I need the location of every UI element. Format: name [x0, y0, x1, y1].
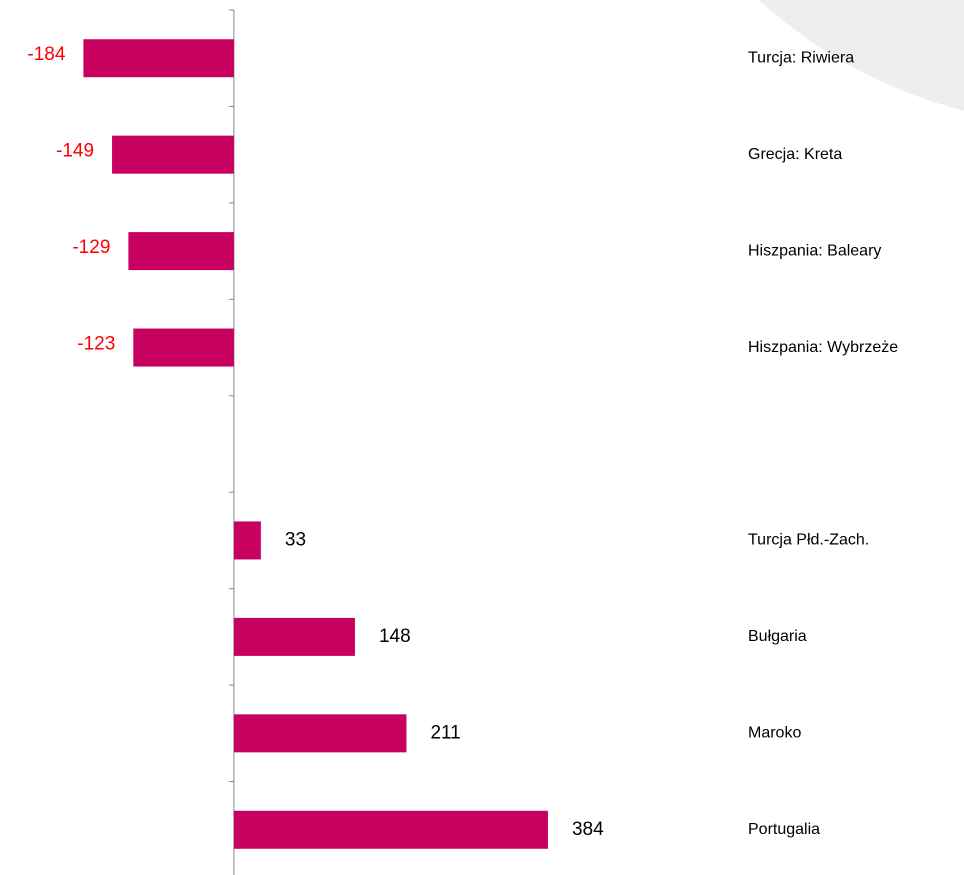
category-label: Turcja: Riwiera [748, 49, 854, 66]
bar [233, 810, 548, 849]
bar [112, 135, 234, 174]
category-label: Grecja: Kreta [748, 146, 842, 163]
value-label: 33 [285, 529, 306, 550]
bar [233, 617, 355, 656]
bar [133, 328, 234, 367]
category-label: Hiszpania: Baleary [748, 242, 881, 259]
value-label: -184 [27, 44, 65, 65]
category-label: Turcja Płd.-Zach. [748, 532, 869, 549]
bar [128, 232, 234, 271]
category-label: Bułgaria [748, 628, 807, 645]
value-label: 384 [572, 819, 604, 840]
category-label: Portugalia [748, 821, 820, 838]
value-label: -129 [72, 237, 110, 258]
decorative-circle [759, 0, 964, 111]
value-label: -149 [56, 141, 94, 162]
value-label: -123 [77, 334, 115, 355]
category-label: Maroko [748, 725, 801, 742]
bar [233, 521, 261, 560]
value-label: 211 [430, 722, 460, 743]
category-label: Hiszpania: Wybrzeże [748, 339, 898, 356]
bar [233, 714, 407, 753]
value-label: 148 [379, 626, 411, 647]
bar [83, 39, 234, 78]
